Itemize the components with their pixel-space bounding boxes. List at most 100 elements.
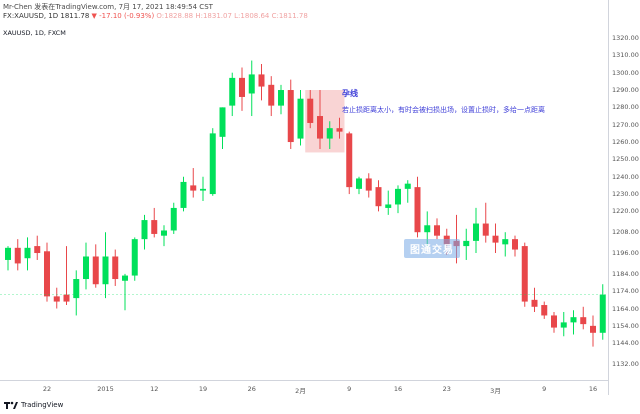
- candle-body: [219, 107, 226, 137]
- candle-body: [141, 220, 148, 240]
- candle-body: [83, 256, 89, 280]
- candle[interactable]: [219, 107, 226, 149]
- candle[interactable]: [356, 176, 362, 195]
- candle[interactable]: [326, 121, 333, 149]
- candle[interactable]: [268, 76, 275, 117]
- candle[interactable]: [317, 90, 323, 149]
- candle[interactable]: [73, 270, 80, 316]
- candle-body: [63, 294, 70, 302]
- symbol-label: XAUUSD, 1D, FXCM: [3, 29, 66, 37]
- candle[interactable]: [502, 232, 509, 257]
- candle[interactable]: [473, 207, 479, 254]
- close-value: C:1811.78: [271, 12, 308, 20]
- candle[interactable]: [83, 242, 89, 290]
- candle[interactable]: [24, 237, 31, 271]
- candlestick-chart[interactable]: [0, 0, 608, 380]
- candle-body: [346, 133, 353, 188]
- candle[interactable]: [141, 214, 148, 250]
- price-tick: 1250.00: [612, 155, 639, 164]
- price-tick: 1164.00: [612, 304, 639, 313]
- candle[interactable]: [122, 273, 128, 311]
- candle[interactable]: [258, 64, 265, 101]
- candle[interactable]: [531, 287, 538, 312]
- candle[interactable]: [92, 244, 99, 288]
- candle-body: [317, 116, 323, 139]
- candle[interactable]: [570, 310, 577, 335]
- candle-body: [248, 74, 255, 94]
- candle-body: [570, 317, 577, 323]
- candle[interactable]: [580, 306, 587, 330]
- candle[interactable]: [482, 202, 489, 243]
- candle[interactable]: [307, 90, 314, 129]
- candle[interactable]: [297, 90, 304, 146]
- price-tick: 1240.00: [612, 172, 639, 181]
- candle[interactable]: [63, 246, 70, 306]
- candle[interactable]: [395, 185, 401, 214]
- candle-body: [590, 325, 596, 333]
- candle[interactable]: [346, 131, 353, 195]
- candle[interactable]: [200, 176, 206, 201]
- candle-body: [24, 247, 31, 259]
- candle[interactable]: [375, 180, 382, 212]
- candle[interactable]: [385, 190, 392, 215]
- candle[interactable]: [229, 72, 236, 117]
- candle[interactable]: [112, 249, 119, 286]
- candle[interactable]: [239, 67, 245, 111]
- candle[interactable]: [161, 225, 167, 247]
- candle-body: [551, 315, 557, 328]
- candle[interactable]: [590, 315, 596, 347]
- candle[interactable]: [599, 284, 606, 340]
- candle-body: [278, 90, 284, 106]
- price-change: ▼ -17.10 (-0.93%): [91, 12, 155, 20]
- candle[interactable]: [463, 228, 470, 260]
- price-axis[interactable]: 1320.00 1310.00 1300.00 1290.00 1280.00 1270.…: [608, 0, 640, 395]
- time-tick: 12: [150, 385, 159, 393]
- candle-body: [287, 90, 294, 143]
- candle[interactable]: [190, 168, 197, 198]
- candle-body: [395, 188, 401, 205]
- price-tick: 1320.00: [612, 34, 639, 42]
- candle[interactable]: [44, 242, 50, 302]
- candle[interactable]: [53, 287, 60, 309]
- candle[interactable]: [521, 242, 528, 307]
- price-tick: 1220.00: [612, 207, 639, 216]
- chart-header: Mr-Chen 发表在TradingView.com, 7月 17, 2021 …: [0, 0, 640, 26]
- candle[interactable]: [180, 176, 187, 212]
- candle[interactable]: [131, 237, 138, 281]
- candle[interactable]: [287, 79, 294, 149]
- candle[interactable]: [278, 84, 284, 115]
- price-tick: 1300.00: [612, 68, 639, 77]
- candle[interactable]: [434, 218, 440, 240]
- candle[interactable]: [365, 173, 372, 198]
- candle[interactable]: [34, 235, 41, 260]
- candle[interactable]: [14, 239, 21, 271]
- candle[interactable]: [512, 235, 518, 257]
- candle[interactable]: [151, 207, 158, 238]
- candle[interactable]: [560, 311, 567, 337]
- candle-body: [268, 84, 275, 106]
- tradingview-brand[interactable]: TradingView: [21, 401, 64, 409]
- candle-body: [239, 77, 245, 97]
- candle[interactable]: [541, 301, 548, 319]
- candle[interactable]: [414, 176, 421, 238]
- tradingview-logo-icon[interactable]: [4, 400, 18, 410]
- price-tick: 1280.00: [612, 103, 639, 112]
- candle-body: [521, 246, 528, 302]
- candle[interactable]: [102, 232, 109, 299]
- candle[interactable]: [492, 223, 499, 254]
- time-axis[interactable]: 22 2015 12 19 26 2月 9 16 23 3月 9 16: [0, 380, 608, 395]
- candle-body: [190, 185, 197, 191]
- price-tick: 1260.00: [612, 138, 639, 147]
- candle-body: [531, 299, 538, 307]
- candle[interactable]: [248, 60, 255, 117]
- candle-body: [122, 275, 128, 281]
- candle[interactable]: [551, 311, 557, 333]
- candle-body: [53, 296, 60, 302]
- candle[interactable]: [404, 180, 411, 203]
- annotation-title: 孕线: [342, 89, 358, 98]
- candle[interactable]: [5, 246, 11, 271]
- candle[interactable]: [336, 117, 343, 139]
- candle[interactable]: [209, 128, 216, 196]
- candle-body: [463, 240, 470, 247]
- candle[interactable]: [170, 202, 177, 234]
